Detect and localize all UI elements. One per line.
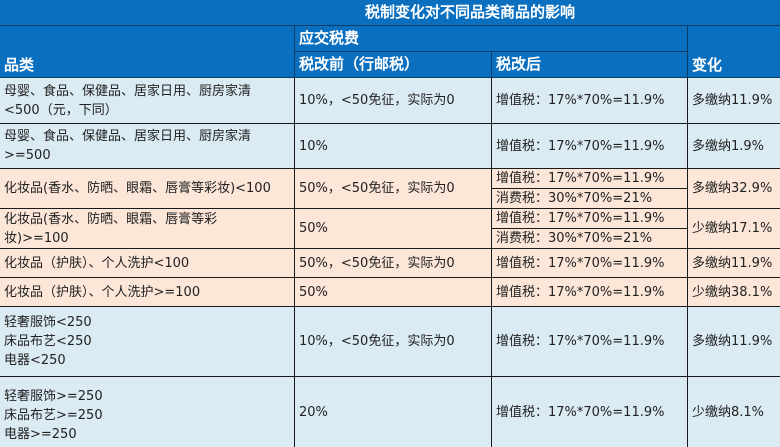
row-3-before: 50% xyxy=(294,209,491,249)
category-line: 电器>=250 xyxy=(4,426,77,442)
row-0-after: 增值税：17%*70%=11.9% xyxy=(491,78,687,124)
row-7-before: 20% xyxy=(294,377,491,447)
row-3-category: 化妆品(香水、防晒、眼霜、唇膏等彩 妆)>=100 xyxy=(0,209,294,249)
row-3-after-vat: 增值税：17%*70%=11.9% xyxy=(491,209,687,229)
category-line: 母婴、食品、保健品、居家日用、厨房家清 xyxy=(4,83,252,99)
row-3-after-consumption: 消费税：30%*70%=21% xyxy=(491,229,687,249)
row-2-after-vat: 增值税：17%*70%=11.9% xyxy=(491,169,687,189)
row-4-before: 50%，<50免征，实际为0 xyxy=(294,249,491,278)
row-7-change: 少缴纳8.1% xyxy=(687,377,780,447)
category-line: 轻奢服饰<250 xyxy=(4,315,92,330)
category-line: 母婴、食品、保健品、居家日用、厨房家清 xyxy=(4,129,252,144)
row-4-category: 化妆品（护肤）、个人洗护<100 xyxy=(0,249,294,278)
row-1-after: 增值税：17%*70%=11.9% xyxy=(491,124,687,169)
category-line: 电器<250 xyxy=(4,353,66,368)
row-7-after: 增值税：17%*70%=11.9% xyxy=(491,377,687,447)
category-line: 床品布艺>=250 xyxy=(4,407,103,423)
header-change: 变化 xyxy=(687,26,780,78)
row-5-after: 增值税：17%*70%=11.9% xyxy=(491,278,687,307)
row-2-change: 多缴纳32.9% xyxy=(687,169,780,209)
row-5-change: 少缴纳38.1% xyxy=(687,278,780,307)
row-6-after: 增值税：17%*70%=11.9% xyxy=(491,307,687,377)
row-7-category: 轻奢服饰>=250 床品布艺>=250 电器>=250 xyxy=(0,377,294,447)
row-6-category: 轻奢服饰<250 床品布艺<250 电器<250 xyxy=(0,307,294,377)
row-6-change: 多缴纳11.9% xyxy=(687,307,780,377)
row-1-change: 多缴纳1.9% xyxy=(687,124,780,169)
category-line: 床品布艺<250 xyxy=(4,334,92,349)
header-category: 品类 xyxy=(0,26,294,78)
row-5-before: 50% xyxy=(294,278,491,307)
table-title: 税制变化对不同品类商品的影响 xyxy=(0,0,780,26)
category-line: 妆)>=100 xyxy=(4,230,69,246)
row-5-category: 化妆品（护肤）、个人洗护>=100 xyxy=(0,278,294,307)
row-4-after: 增值税：17%*70%=11.9% xyxy=(491,249,687,278)
row-1-category: 母婴、食品、保健品、居家日用、厨房家清 >=500 xyxy=(0,124,294,169)
row-0-before: 10%，<50免征，实际为0 xyxy=(294,78,491,124)
row-0-change: 多缴纳11.9% xyxy=(687,78,780,124)
header-tax-payable: 应交税费 xyxy=(294,26,687,52)
row-4-change: 多缴纳11.9% xyxy=(687,249,780,278)
header-after: 税改后 xyxy=(491,52,687,78)
category-line: 化妆品(香水、防晒、眼霜、唇膏等彩 xyxy=(4,211,218,227)
row-0-category: 母婴、食品、保健品、居家日用、厨房家清 <500（元，下同） xyxy=(0,78,294,124)
category-line: 轻奢服饰>=250 xyxy=(4,388,103,404)
row-1-before: 10% xyxy=(294,124,491,169)
category-line: >=500 xyxy=(4,148,51,163)
row-2-after-consumption: 消费税：30%*70%=21% xyxy=(491,189,687,209)
row-2-before: 50%，<50免征，实际为0 xyxy=(294,169,491,209)
row-2-category: 化妆品(香水、防晒、眼霜、唇膏等彩妆)<100 xyxy=(0,169,294,209)
row-6-before: 10%，<50免征，实际为0 xyxy=(294,307,491,377)
header-before: 税改前（行邮税） xyxy=(294,52,491,78)
category-line: <500（元，下同） xyxy=(4,102,118,118)
row-3-change: 少缴纳17.1% xyxy=(687,209,780,249)
